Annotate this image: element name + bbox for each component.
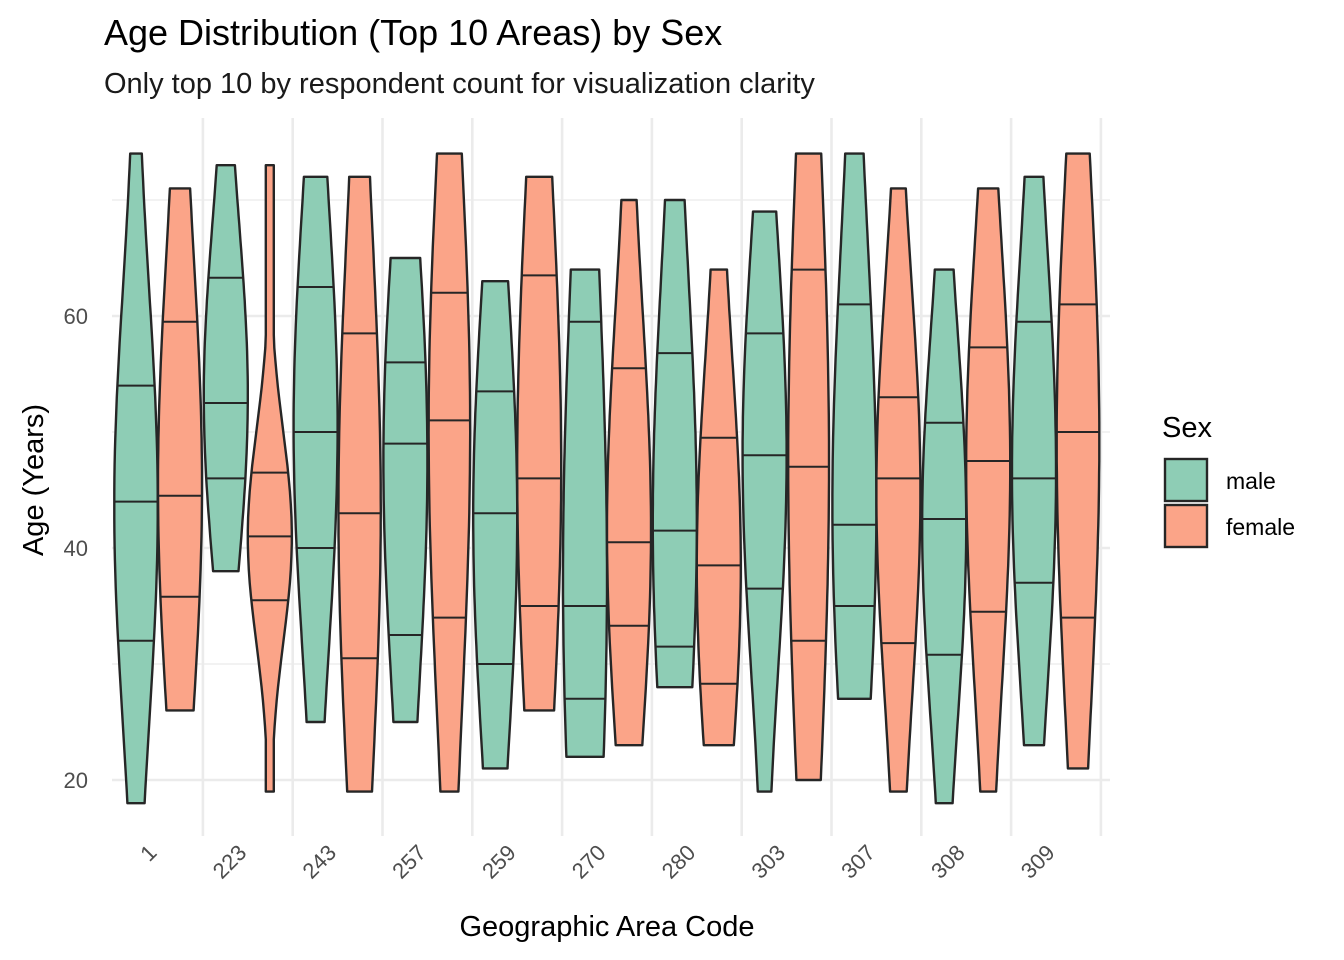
x-tick-label: 303 [746,840,790,884]
violin-male-243 [292,175,339,724]
chart-subtitle: Only top 10 by respondent count for visu… [104,68,815,100]
violin-male-280 [651,198,698,689]
x-tick-label: 307 [836,840,880,884]
violin-female-280 [695,268,742,747]
violin-female-309 [1055,152,1101,770]
violin-male-257 [382,256,429,724]
x-tick-label: 243 [297,840,341,884]
x-tick-label: 280 [657,840,701,884]
violin-female-257 [427,152,472,793]
violin-female-259 [516,175,563,712]
violin-male-259 [472,280,519,770]
violin-female-223 [246,164,293,793]
violin-male-270 [561,268,609,758]
violin-layer [113,152,1101,805]
y-axis-title: Age (Years) [18,404,50,556]
legend-label-male: male [1226,468,1276,494]
y-tick-label: 40 [64,536,88,561]
violin-male-1 [113,152,159,805]
violin-female-1 [156,187,204,712]
x-tick-label: 223 [208,840,252,884]
violin-male-303 [741,210,788,793]
x-tick-label: 259 [477,840,521,884]
x-axis-title: Geographic Area Code [459,911,754,943]
chart-title: Age Distribution (Top 10 Areas) by Sex [104,12,723,53]
x-tick-label: 1 [135,840,161,866]
legend-items: male female [1163,457,1295,549]
y-tick-label: 60 [64,304,88,329]
violin-female-270 [605,198,653,747]
y-tick-label: 20 [64,768,88,793]
violin-male-309 [1010,175,1058,747]
violin-male-223 [202,164,249,573]
x-tick-label: 308 [926,840,970,884]
x-tick-label: 270 [567,840,611,884]
x-tick-label: 257 [387,840,431,884]
legend-key-male [1163,457,1209,503]
x-tick-label: 309 [1016,840,1060,884]
violin-female-307 [875,187,922,793]
violin-female-243 [337,175,382,793]
legend-title: Sex [1162,412,1212,444]
legend: Sex male female [1162,412,1295,549]
violin-male-307 [831,152,878,700]
violin-female-308 [965,187,1012,793]
legend-key-female [1163,503,1209,549]
violin-male-308 [921,268,968,805]
legend-label-female: female [1226,514,1295,540]
